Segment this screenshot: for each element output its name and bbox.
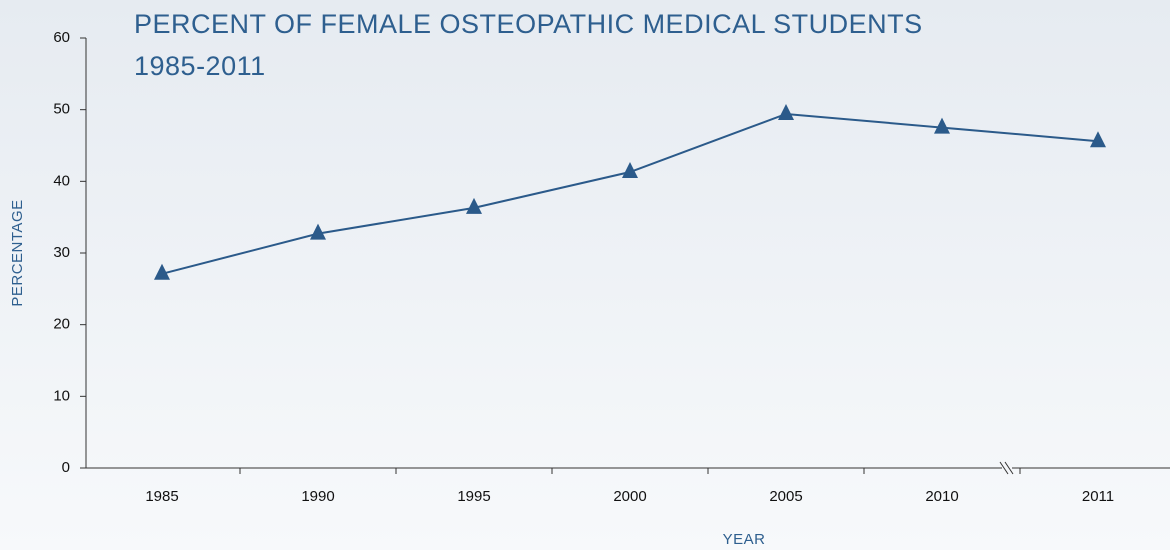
axis-break-mark [999, 461, 1009, 475]
chart-title: PERCENT OF FEMALE OSTEOPATHIC MEDICAL ST… [134, 9, 923, 39]
y-tick-label: 0 [62, 459, 70, 476]
y-tick-label: 30 [53, 244, 70, 261]
x-tick-label: 2010 [925, 488, 958, 505]
x-tick-label: 1990 [301, 488, 334, 505]
x-tick-label: 2000 [613, 488, 646, 505]
data-marker [1090, 131, 1106, 148]
x-tick-label: 1995 [457, 488, 490, 505]
x-tick-label: 2011 [1082, 488, 1114, 505]
data-marker [310, 223, 326, 240]
y-tick-label: 50 [53, 101, 70, 118]
y-axis-title: PERCENTAGE [9, 199, 26, 306]
data-marker [154, 263, 170, 280]
data-marker [778, 103, 794, 120]
axis-break-gap [1002, 460, 1012, 474]
axis-break [999, 460, 1014, 475]
data-marker [466, 197, 482, 214]
y-tick-label: 40 [53, 172, 70, 189]
data-marker [622, 162, 638, 179]
axis-break-mark [1004, 461, 1014, 475]
y-tick-label: 20 [53, 316, 70, 333]
y-tick-label: 10 [53, 387, 70, 404]
x-tick-label: 1985 [145, 488, 178, 505]
chart-subtitle: 1985-2011 [134, 51, 266, 81]
y-tick-label: 60 [53, 29, 70, 46]
x-tick-label: 2005 [769, 488, 802, 505]
x-axis-title: YEAR [723, 531, 766, 548]
data-marker [934, 117, 950, 134]
